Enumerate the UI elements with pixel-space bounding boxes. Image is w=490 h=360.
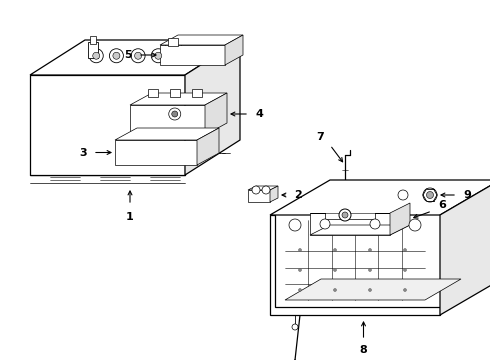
Polygon shape: [270, 180, 490, 215]
Text: 1: 1: [126, 212, 134, 222]
Circle shape: [292, 324, 298, 330]
Polygon shape: [285, 279, 461, 300]
Circle shape: [403, 288, 407, 292]
Polygon shape: [115, 140, 197, 165]
Polygon shape: [310, 213, 390, 219]
Bar: [192, 89, 202, 96]
Polygon shape: [197, 128, 219, 165]
Text: 7: 7: [316, 132, 324, 142]
Circle shape: [320, 219, 330, 229]
Polygon shape: [30, 40, 240, 75]
Circle shape: [339, 209, 351, 221]
Circle shape: [370, 219, 380, 229]
Text: 9: 9: [463, 190, 471, 200]
Bar: [165, 44, 181, 58]
Polygon shape: [205, 93, 227, 135]
Bar: [168, 37, 178, 45]
Text: 5: 5: [124, 50, 132, 60]
Circle shape: [151, 49, 165, 63]
Circle shape: [403, 248, 407, 252]
Polygon shape: [310, 225, 410, 235]
Polygon shape: [310, 213, 390, 235]
Text: 4: 4: [255, 109, 263, 119]
Polygon shape: [30, 75, 185, 175]
Circle shape: [169, 108, 181, 120]
Circle shape: [423, 188, 437, 202]
Circle shape: [252, 186, 260, 194]
Circle shape: [298, 288, 301, 292]
Circle shape: [403, 269, 407, 271]
Circle shape: [131, 49, 145, 63]
Circle shape: [155, 52, 162, 59]
Circle shape: [262, 186, 270, 194]
Circle shape: [409, 219, 421, 231]
Circle shape: [113, 52, 120, 59]
Polygon shape: [270, 186, 278, 202]
Polygon shape: [115, 128, 219, 140]
Polygon shape: [130, 105, 205, 135]
Text: 3: 3: [79, 148, 87, 158]
Polygon shape: [160, 45, 225, 65]
Polygon shape: [248, 186, 278, 190]
Circle shape: [368, 269, 371, 271]
Polygon shape: [185, 40, 240, 175]
Circle shape: [172, 111, 178, 117]
Polygon shape: [248, 190, 270, 202]
Polygon shape: [440, 180, 490, 315]
Circle shape: [93, 52, 100, 59]
Polygon shape: [160, 35, 243, 45]
Circle shape: [135, 52, 142, 59]
Circle shape: [109, 49, 123, 63]
Text: 6: 6: [438, 200, 446, 210]
Circle shape: [298, 248, 301, 252]
Circle shape: [298, 269, 301, 271]
Circle shape: [334, 288, 337, 292]
Circle shape: [398, 190, 408, 200]
Polygon shape: [225, 35, 243, 65]
Circle shape: [368, 288, 371, 292]
Circle shape: [368, 248, 371, 252]
Polygon shape: [130, 93, 227, 105]
Text: 8: 8: [360, 345, 368, 355]
Bar: [170, 89, 180, 96]
Circle shape: [342, 212, 348, 218]
Circle shape: [334, 269, 337, 271]
Polygon shape: [390, 203, 410, 235]
Bar: [90, 36, 96, 44]
Circle shape: [89, 49, 103, 63]
Text: 2: 2: [294, 190, 302, 200]
Bar: [88, 41, 98, 58]
Bar: [148, 89, 158, 96]
Circle shape: [289, 219, 301, 231]
Polygon shape: [270, 215, 440, 315]
Circle shape: [334, 248, 337, 252]
Circle shape: [426, 192, 434, 198]
